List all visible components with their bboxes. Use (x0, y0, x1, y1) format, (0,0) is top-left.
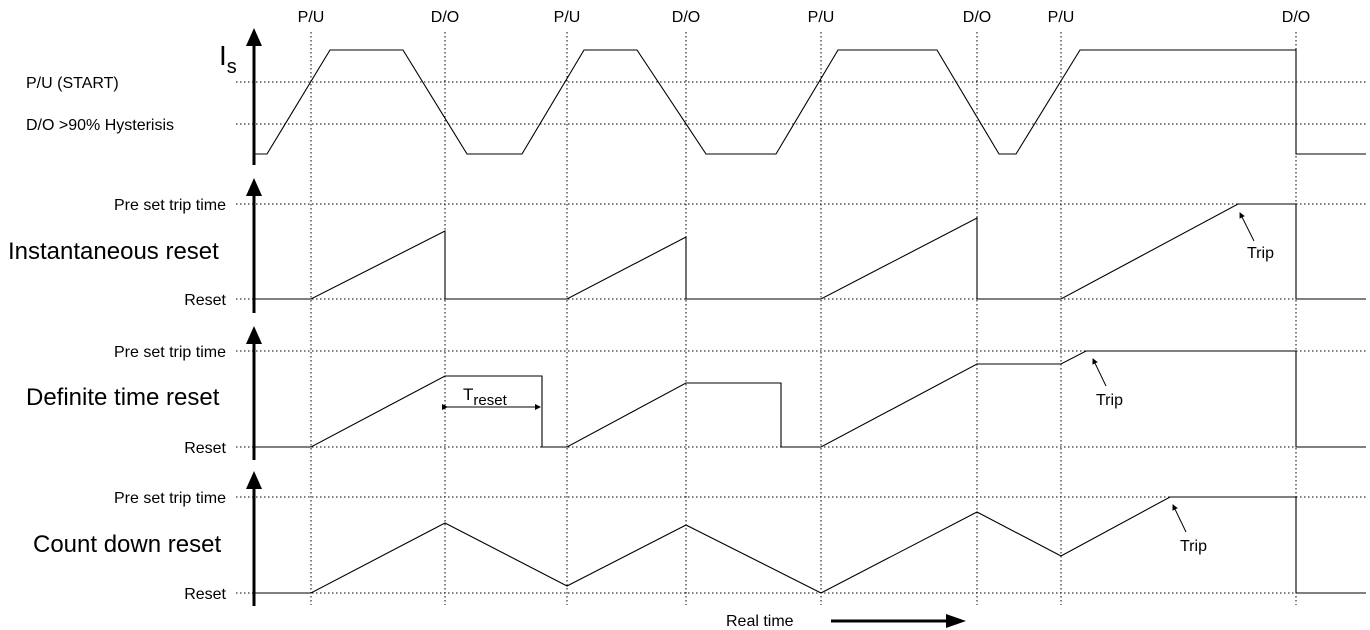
event-labels: P/U D/O P/U D/O P/U D/O P/U D/O (298, 9, 1311, 26)
instantaneous-reset-level-label: Reset (184, 292, 226, 309)
definite-reset-level-label: Reset (184, 440, 226, 457)
dropoff-level-label: D/O >90% Hysterisis (26, 117, 174, 134)
countdown-axis-arrow-icon (246, 471, 262, 489)
definite-trip-pointer-icon (1092, 358, 1107, 387)
instantaneous-trip-level-label: Pre set trip time (114, 197, 226, 214)
real-time-arrow-icon (946, 614, 966, 628)
event-label-pickup: P/U (554, 9, 581, 26)
real-time-label: Real time (726, 613, 794, 630)
event-label-pickup: P/U (1048, 9, 1075, 26)
countdown-trip-level-label: Pre set trip time (114, 490, 226, 507)
instantaneous-reset-panel: Pre set trip time Instantaneous reset Re… (8, 178, 1366, 313)
definite-trip-label: Trip (1096, 392, 1123, 409)
signal-panel: Is P/U (START) D/O >90% Hysterisis (26, 28, 1366, 165)
instantaneous-reset-title: Instantaneous reset (8, 238, 219, 265)
countdown-trip-label: Trip (1180, 538, 1207, 555)
current-waveform (254, 49, 1366, 155)
event-label-pickup: P/U (298, 9, 325, 26)
count-down-reset-trace (254, 496, 1366, 594)
signal-symbol: Is (219, 40, 237, 78)
definite-axis-arrow-icon (246, 326, 262, 344)
definite-time-reset-title: Definite time reset (26, 384, 220, 411)
time-axis-caption: Real time (726, 613, 966, 630)
countdown-reset-level-label: Reset (184, 586, 226, 603)
count-down-reset-panel: Pre set trip time Count down reset Reset… (33, 471, 1366, 606)
definite-time-reset-panel: Pre set trip time Definite time reset Re… (26, 326, 1366, 460)
event-label-dropoff: D/O (963, 9, 991, 26)
instantaneous-trip-label: Trip (1247, 245, 1274, 262)
instantaneous-axis-arrow-icon (246, 178, 262, 196)
event-label-dropoff: D/O (672, 9, 700, 26)
pickup-level-label: P/U (START) (26, 75, 119, 92)
event-label-dropoff: D/O (1282, 9, 1310, 26)
instantaneous-reset-trace (254, 203, 1366, 300)
instantaneous-trip-pointer-icon (1239, 212, 1255, 242)
definite-trip-level-label: Pre set trip time (114, 344, 226, 361)
event-gridlines (310, 32, 1297, 605)
event-label-pickup: P/U (808, 9, 835, 26)
countdown-trip-pointer-icon (1172, 504, 1187, 533)
signal-axis-arrow-icon (246, 28, 262, 46)
definite-time-reset-trace (254, 350, 1366, 448)
treset-label: Treset (463, 385, 508, 409)
event-label-dropoff: D/O (431, 9, 459, 26)
count-down-reset-title: Count down reset (33, 531, 221, 558)
